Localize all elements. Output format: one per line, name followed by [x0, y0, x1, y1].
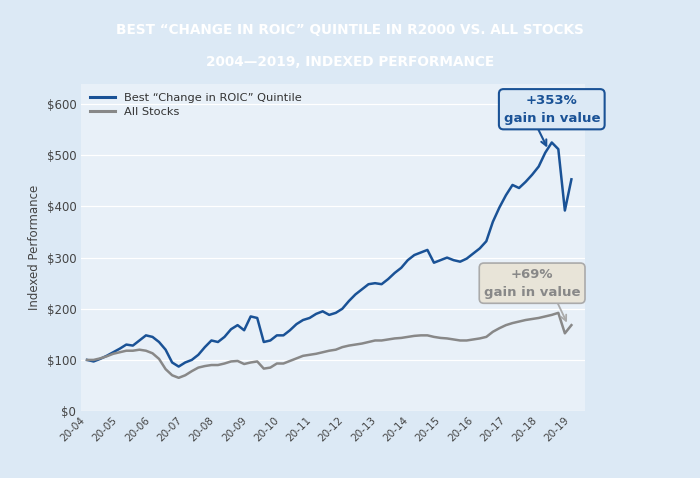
Text: +353%
gain in value: +353% gain in value	[503, 94, 600, 125]
Text: +69%
gain in value: +69% gain in value	[484, 268, 580, 299]
Legend: Best “Change in ROIC” Quintile, All Stocks: Best “Change in ROIC” Quintile, All Stoc…	[85, 88, 306, 122]
Y-axis label: Indexed Performance: Indexed Performance	[28, 185, 41, 310]
Text: 2004—2019, INDEXED PERFORMANCE: 2004—2019, INDEXED PERFORMANCE	[206, 54, 494, 68]
Text: BEST “CHANGE IN ROIC” QUINTILE IN R2000 VS. ALL STOCKS: BEST “CHANGE IN ROIC” QUINTILE IN R2000 …	[116, 23, 584, 37]
